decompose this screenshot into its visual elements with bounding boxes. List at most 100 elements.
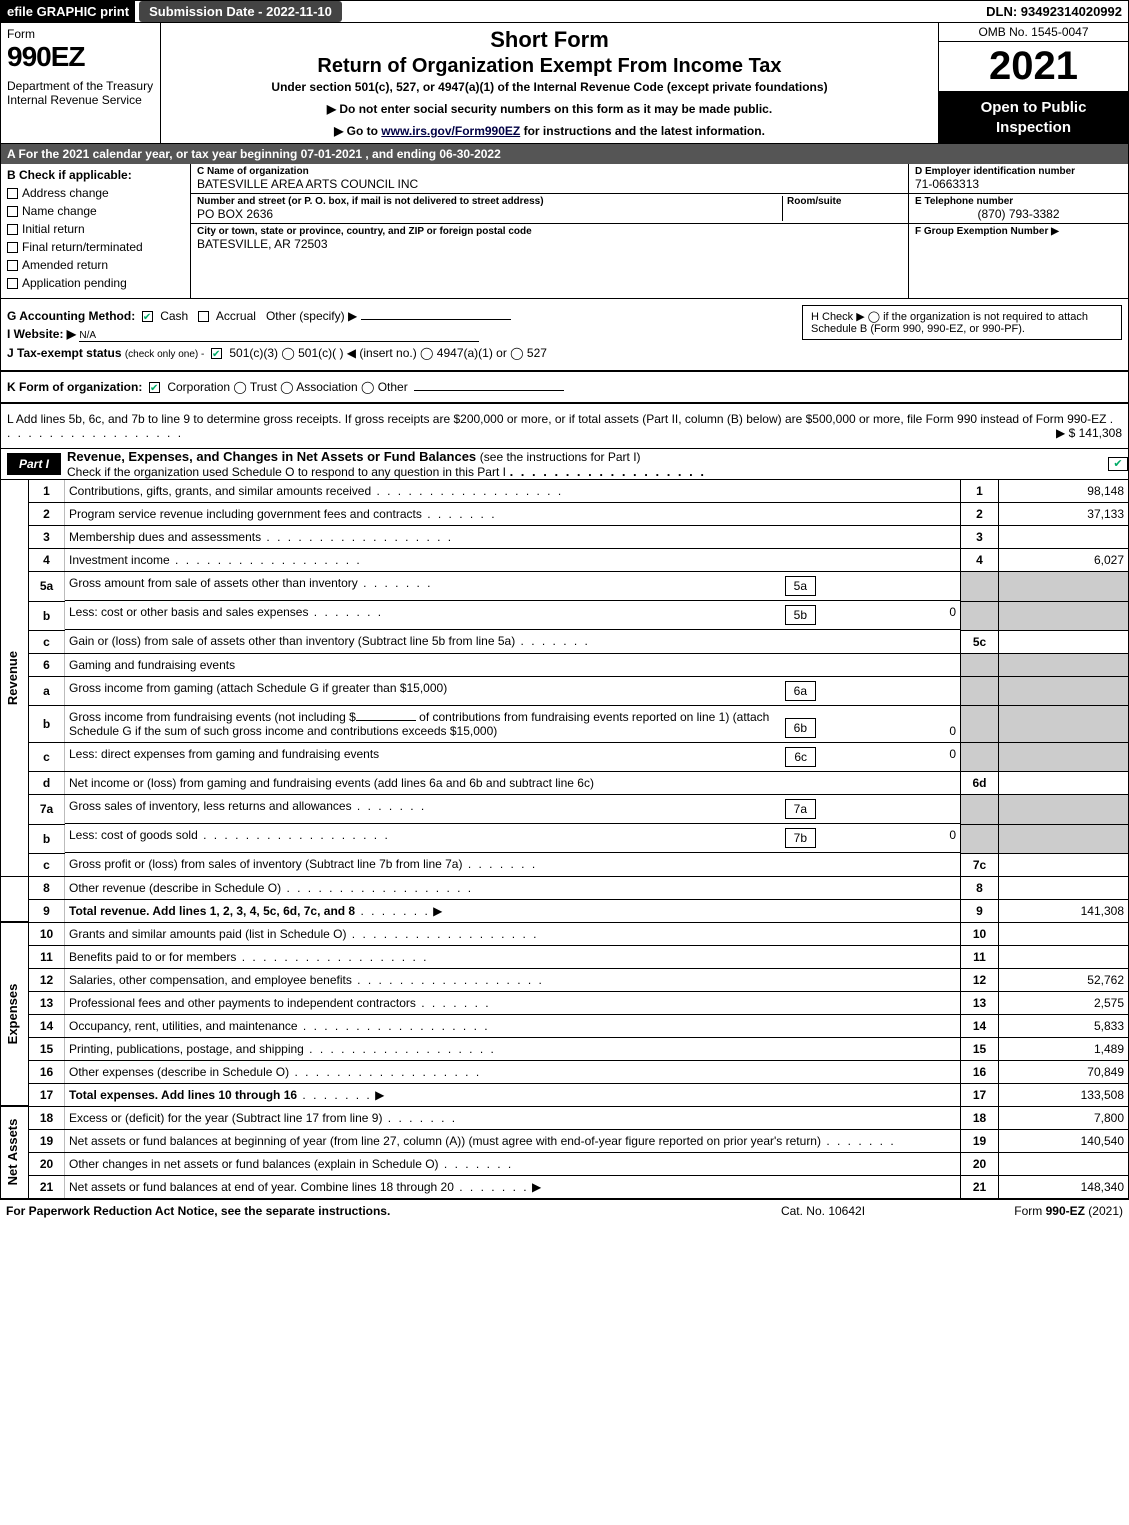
note-goto: ▶ Go to www.irs.gov/Form990EZ for instru… xyxy=(171,124,928,138)
row-5c: cGain or (loss) from sale of assets othe… xyxy=(1,630,1129,653)
row-5a: 5aGross amount from sale of assets other… xyxy=(1,572,1129,602)
chk-final-return[interactable]: Final return/terminated xyxy=(7,240,184,254)
col-b-title: B Check if applicable: xyxy=(7,168,184,182)
row-14: 14Occupancy, rent, utilities, and mainte… xyxy=(1,1014,1129,1037)
chk-initial-return[interactable]: Initial return xyxy=(7,222,184,236)
ref: 15 xyxy=(961,1037,999,1060)
row-11: 11Benefits paid to or for members11 xyxy=(1,945,1129,968)
in-ref: 6c xyxy=(785,747,816,767)
amt xyxy=(999,526,1129,549)
row-4: 4Investment income46,027 xyxy=(1,549,1129,572)
ref: 1 xyxy=(961,480,999,503)
row-12: 12Salaries, other compensation, and empl… xyxy=(1,968,1129,991)
chk-label: Address change xyxy=(22,186,109,200)
amt xyxy=(999,1152,1129,1175)
in-amt: 0 xyxy=(816,605,956,625)
amt xyxy=(999,772,1129,795)
row-6b: bGross income from fundraising events (n… xyxy=(1,706,1129,743)
chk-501c3[interactable] xyxy=(211,348,222,359)
ref: 14 xyxy=(961,1014,999,1037)
chk-label: Application pending xyxy=(22,276,127,290)
chk-application-pending[interactable]: Application pending xyxy=(7,276,184,290)
room-label: Room/suite xyxy=(787,196,902,207)
tax-year: 2021 xyxy=(939,42,1128,92)
desc: Membership dues and assessments xyxy=(69,530,261,544)
part1-table: Revenue 1 Contributions, gifts, grants, … xyxy=(0,480,1129,1199)
h-box: H Check ▶ ◯ if the organization is not r… xyxy=(802,305,1122,340)
ref: 19 xyxy=(961,1129,999,1152)
row-7b: bLess: cost of goods sold7b0 xyxy=(1,824,1129,853)
desc: Gross sales of inventory, less returns a… xyxy=(69,799,352,813)
note-prefix: ▶ Go to xyxy=(334,124,381,138)
department: Department of the Treasury Internal Reve… xyxy=(7,79,154,107)
in-ref: 6b xyxy=(785,718,816,738)
form-header: Form 990EZ Department of the Treasury In… xyxy=(0,23,1129,144)
chk-cash[interactable] xyxy=(142,311,153,322)
footer-center: Cat. No. 10642I xyxy=(723,1204,923,1218)
part1-dots xyxy=(510,464,706,479)
submission-date: Submission Date - 2022-11-10 xyxy=(139,1,342,22)
chk-accrual[interactable] xyxy=(198,311,209,322)
g-label: G Accounting Method: xyxy=(7,309,135,323)
desc: Total expenses. Add lines 10 through 16 xyxy=(69,1088,297,1102)
chk-corporation[interactable] xyxy=(149,382,160,393)
desc: Grants and similar amounts paid (list in… xyxy=(69,927,346,941)
phone-row: E Telephone number (870) 793-3382 xyxy=(909,194,1128,224)
part1-header: Part I Revenue, Expenses, and Changes in… xyxy=(0,449,1129,480)
ref: 6d xyxy=(961,772,999,795)
row-9: 9Total revenue. Add lines 1, 2, 3, 4, 5c… xyxy=(1,899,1129,922)
row-7c: cGross profit or (loss) from sales of in… xyxy=(1,853,1129,876)
row-6c: cLess: direct expenses from gaming and f… xyxy=(1,743,1129,772)
chk-address-change[interactable]: Address change xyxy=(7,186,184,200)
group-row: F Group Exemption Number ▶ xyxy=(909,224,1128,239)
street-label: Number and street (or P. O. box, if mail… xyxy=(197,196,782,207)
desc: Net assets or fund balances at beginning… xyxy=(69,1134,821,1148)
amt: 5,833 xyxy=(999,1014,1129,1037)
g-other: Other (specify) ▶ xyxy=(266,309,357,323)
desc: Other changes in net assets or fund bala… xyxy=(69,1157,439,1171)
street-row: Number and street (or P. O. box, if mail… xyxy=(191,194,908,224)
desc: Investment income xyxy=(69,553,170,567)
desc: Contributions, gifts, grants, and simila… xyxy=(69,484,371,498)
return-title: Return of Organization Exempt From Incom… xyxy=(171,55,928,78)
mid-section: H Check ▶ ◯ if the organization is not r… xyxy=(0,299,1129,371)
irs-link[interactable]: www.irs.gov/Form990EZ xyxy=(381,124,520,138)
amt: 52,762 xyxy=(999,968,1129,991)
desc: Gross profit or (loss) from sales of inv… xyxy=(69,857,462,871)
amt: 98,148 xyxy=(999,480,1129,503)
row-21: 21Net assets or fund balances at end of … xyxy=(1,1175,1129,1198)
in-amt: 0 xyxy=(816,724,956,738)
chk-label: Amended return xyxy=(22,258,108,272)
header-right: OMB No. 1545-0047 2021 Open to Public In… xyxy=(938,23,1128,143)
part1-checkbox[interactable]: ✔ xyxy=(1108,457,1128,471)
desc: Net income or (loss) from gaming and fun… xyxy=(65,772,961,795)
ref: 4 xyxy=(961,549,999,572)
in-amt xyxy=(816,681,956,701)
org-name: BATESVILLE AREA ARTS COUNCIL INC xyxy=(197,177,902,191)
part1-check-note: Check if the organization used Schedule … xyxy=(67,465,506,479)
part1-title-sub: (see the instructions for Part I) xyxy=(480,450,641,464)
ref: 8 xyxy=(961,876,999,899)
g-other-blank[interactable] xyxy=(361,319,511,320)
i-value: N/A xyxy=(79,330,96,341)
amt xyxy=(999,945,1129,968)
phone-value: (870) 793-3382 xyxy=(915,207,1122,221)
line-l-wrap: L Add lines 5b, 6c, and 7b to line 9 to … xyxy=(0,403,1129,449)
desc: Benefits paid to or for members xyxy=(69,950,236,964)
row-2: 2Program service revenue including gover… xyxy=(1,503,1129,526)
amt: 37,133 xyxy=(999,503,1129,526)
desc: Net assets or fund balances at end of ye… xyxy=(69,1180,454,1194)
row-6: 6Gaming and fundraising events xyxy=(1,653,1129,676)
amt: 2,575 xyxy=(999,991,1129,1014)
header-center: Short Form Return of Organization Exempt… xyxy=(161,23,938,143)
street-value: PO BOX 2636 xyxy=(197,207,782,221)
amt xyxy=(999,853,1129,876)
omb-number: OMB No. 1545-0047 xyxy=(939,23,1128,42)
k-other-blank[interactable] xyxy=(414,390,564,391)
info-block: B Check if applicable: Address change Na… xyxy=(0,164,1129,299)
chk-amended-return[interactable]: Amended return xyxy=(7,258,184,272)
desc: Less: cost or other basis and sales expe… xyxy=(69,605,308,619)
chk-name-change[interactable]: Name change xyxy=(7,204,184,218)
city-value: BATESVILLE, AR 72503 xyxy=(197,237,902,251)
ein-label: D Employer identification number xyxy=(915,166,1122,177)
